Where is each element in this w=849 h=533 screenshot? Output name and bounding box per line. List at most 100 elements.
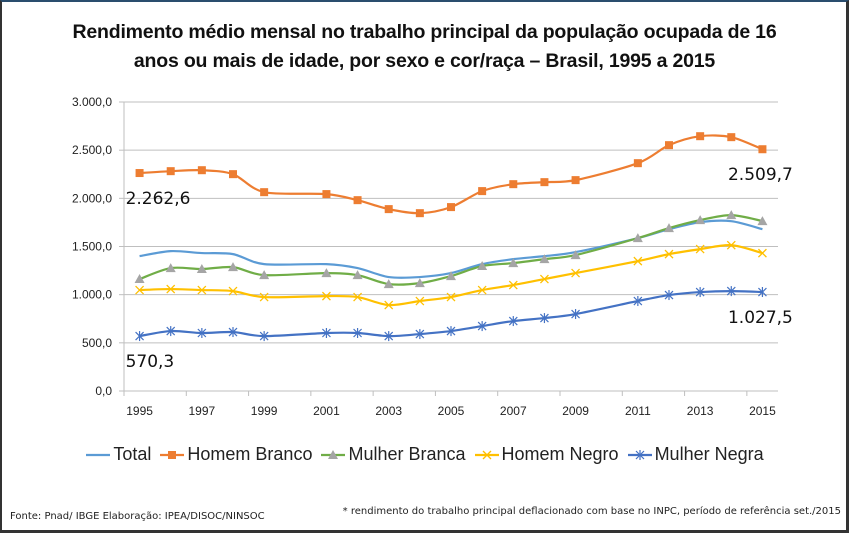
legend-label: Mulher Branca [348, 444, 466, 464]
data-point-mulher-branca [695, 215, 706, 225]
x-tick-label: 2009 [562, 404, 589, 418]
data-point-mulher-negra [197, 328, 207, 339]
data-labels: 2.262,6 2.509,7 570,3 1.027,5 [126, 165, 793, 372]
data-point-homem-negro [166, 284, 176, 294]
y-tick-label: 3.000,0 [72, 95, 112, 109]
data-point-homem-branco [197, 166, 206, 175]
data-point-homem-branco [665, 141, 673, 150]
marker-stroke [259, 292, 269, 302]
legend-item-total: Total [85, 444, 151, 465]
data-point-homem-negro [477, 285, 487, 295]
data-point-homem-negro [757, 248, 767, 258]
data-point-mulher-negra [166, 326, 176, 337]
gridlines [124, 101, 778, 344]
legend-item-mulher-branca: Mulher Branca [320, 444, 466, 465]
legend-item-homem-negro: Homem Negro [474, 444, 619, 465]
y-tick-label: 2.500,0 [72, 143, 112, 157]
marker-stroke [664, 249, 674, 259]
data-label: 570,3 [126, 352, 175, 372]
chart-title: Rendimento médio mensal no trabalho prin… [0, 18, 849, 76]
x-tick-label: 2007 [500, 404, 527, 418]
series-homem-branco [135, 132, 767, 218]
data-point-mulher-negra [135, 331, 144, 342]
data-point-homem-branco [135, 169, 144, 178]
y-tick-label: 500,0 [82, 336, 112, 350]
data-point-homem-negro [664, 249, 674, 259]
data-point-homem-branco [166, 167, 175, 176]
data-point-mulher-branca [165, 263, 176, 273]
data-point-mulher-branca [352, 270, 363, 280]
data-point-mulher-negra [633, 296, 643, 307]
data-point-homem-branco [571, 176, 580, 185]
chart-title-line-1: Rendimento médio mensal no trabalho prin… [72, 21, 777, 43]
data-point-homem-branco [353, 196, 362, 205]
x-tick-label: 1999 [251, 404, 278, 418]
data-point-homem-negro [415, 296, 425, 306]
data-point-homem-negro [571, 268, 581, 278]
marker-stroke [415, 296, 425, 306]
data-point-mulher-branca [477, 261, 488, 271]
x-tick-label: 1995 [126, 404, 153, 418]
data-point-homem-negro [135, 285, 145, 295]
series-mulher-negra [135, 286, 767, 342]
data-point-mulher-negra [695, 287, 705, 298]
data-point-mulher-branca [664, 223, 674, 233]
data-point-mulher-negra [228, 327, 238, 338]
series-homem-negro [135, 240, 767, 310]
data-point-homem-branco [447, 203, 455, 212]
marker-stroke [726, 240, 736, 250]
data-point-homem-negro [228, 286, 238, 296]
data-point-homem-negro [384, 300, 394, 310]
legend-label: Homem Branco [187, 444, 313, 464]
legend-label: Total [113, 444, 152, 464]
x-tick-label: 2005 [438, 404, 465, 418]
data-point-mulher-negra [540, 313, 549, 324]
y-tick-label: 0,0 [95, 384, 112, 398]
source-note: Fonte: Pnad/ IBGE Elaboração: IPEA/DISOC… [10, 511, 265, 522]
data-label: 2.262,6 [126, 189, 191, 209]
y-tick-label: 1.000,0 [72, 288, 112, 302]
data-point-mulher-negra [664, 290, 674, 301]
data-point-homem-negro [539, 274, 549, 284]
y-tick-label: 2.000,0 [72, 191, 112, 205]
legend-swatch-homem-branco [160, 450, 185, 459]
marker-stroke [353, 292, 363, 302]
legend-label: Homem Negro [501, 444, 619, 464]
marker-stroke [135, 285, 145, 295]
data-point-mulher-branca [570, 250, 581, 260]
data-point-homem-branco [478, 187, 487, 196]
data-point-mulher-negra [415, 329, 425, 340]
data-point-homem-branco [229, 170, 237, 179]
legend-item-homem-branco: Homem Branco [159, 444, 312, 465]
data-point-mulher-branca [321, 268, 332, 278]
marker-stroke [571, 268, 581, 278]
x-tick-label: 1997 [189, 404, 216, 418]
data-point-homem-negro [726, 240, 736, 250]
data-point-mulher-branca [508, 258, 519, 268]
data-point-homem-branco [696, 132, 705, 141]
chart-title-line-2: anos ou mais de idade, por sexo e cor/ra… [133, 50, 716, 72]
series-lines [134, 132, 768, 342]
series-mulher-branca [134, 210, 768, 289]
data-point-mulher-negra [758, 287, 767, 298]
data-point-homem-branco [509, 180, 518, 189]
data-point-homem-branco [727, 133, 736, 142]
data-point-homem-negro [633, 256, 643, 266]
data-point-mulher-negra [477, 321, 487, 332]
data-point-homem-branco [540, 178, 549, 187]
data-point-mulher-branca [726, 210, 737, 220]
x-tick-label: 2001 [313, 404, 340, 418]
data-point-homem-negro [259, 292, 269, 302]
x-tick-label: 2011 [625, 404, 651, 418]
marker-stroke [508, 280, 518, 290]
data-point-mulher-negra [259, 331, 269, 342]
data-point-mulher-negra [353, 328, 362, 339]
data-point-mulher-branca [196, 264, 207, 274]
data-point-homem-branco [322, 190, 331, 199]
data-point-mulher-negra [726, 286, 736, 297]
marker-stroke [695, 244, 705, 254]
data-label: 2.509,7 [728, 165, 793, 185]
footnote: * rendimento do trabalho principal defla… [342, 506, 841, 517]
data-point-mulher-branca [539, 254, 550, 264]
